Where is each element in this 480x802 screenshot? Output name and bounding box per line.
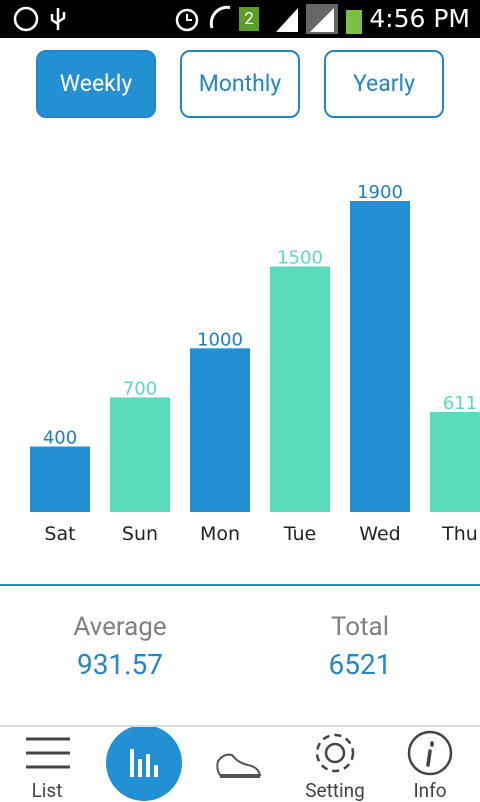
value-label: 1000 xyxy=(197,329,243,350)
average-stat: Average 931.57 xyxy=(0,612,240,681)
stat-label: Average xyxy=(73,612,167,642)
tab[interactable]: Weekly xyxy=(36,50,156,118)
tab[interactable]: Yearly xyxy=(324,50,444,118)
sim-badge: 2 xyxy=(239,7,259,31)
bar xyxy=(110,397,170,512)
signal-icons xyxy=(276,4,362,34)
stat-value: 6521 xyxy=(328,648,392,681)
nav-icons xyxy=(26,727,453,801)
x-tick-label: Wed xyxy=(359,523,400,545)
bar xyxy=(190,348,250,512)
divider xyxy=(0,584,480,586)
x-tick-label: Tue xyxy=(283,523,316,545)
setting-icon[interactable] xyxy=(315,733,355,773)
stat-label: Total xyxy=(330,612,390,642)
value-label: 1900 xyxy=(357,182,403,203)
chart-button[interactable] xyxy=(106,727,182,801)
value-label: 611 xyxy=(443,393,477,414)
tab[interactable]: Monthly xyxy=(180,50,300,118)
bar xyxy=(30,446,90,512)
status-icons xyxy=(13,5,230,32)
stat-value: 931.57 xyxy=(76,648,164,681)
bar-chart: 400 Sat 700 Sun 1000 Mon 1500 Tue 1900 Wed 611 Thu xyxy=(30,182,480,545)
value-label: 700 xyxy=(123,378,157,399)
nav-label[interactable]: List xyxy=(31,779,63,802)
shoe-icon[interactable] xyxy=(216,753,262,778)
value-label: 400 xyxy=(43,428,77,449)
bar xyxy=(350,201,410,512)
info-icon[interactable] xyxy=(407,730,453,776)
x-tick-label: Thu xyxy=(441,523,478,545)
status-bar: 2 4:56 PM xyxy=(0,0,480,38)
x-tick-label: Sun xyxy=(122,523,158,545)
x-tick-label: Sat xyxy=(44,523,75,545)
total-stat: Total 6521 xyxy=(240,612,480,681)
bar xyxy=(270,266,330,512)
list-icon[interactable] xyxy=(26,737,70,769)
value-label: 1500 xyxy=(277,247,323,268)
clock: 4:56 PM xyxy=(369,4,470,33)
bar xyxy=(430,411,480,512)
bottom-nav: List Setting Info xyxy=(0,725,480,802)
nav-label[interactable]: Setting xyxy=(305,779,365,802)
nav-label[interactable]: Info xyxy=(413,779,447,802)
x-tick-label: Mon xyxy=(200,523,240,545)
